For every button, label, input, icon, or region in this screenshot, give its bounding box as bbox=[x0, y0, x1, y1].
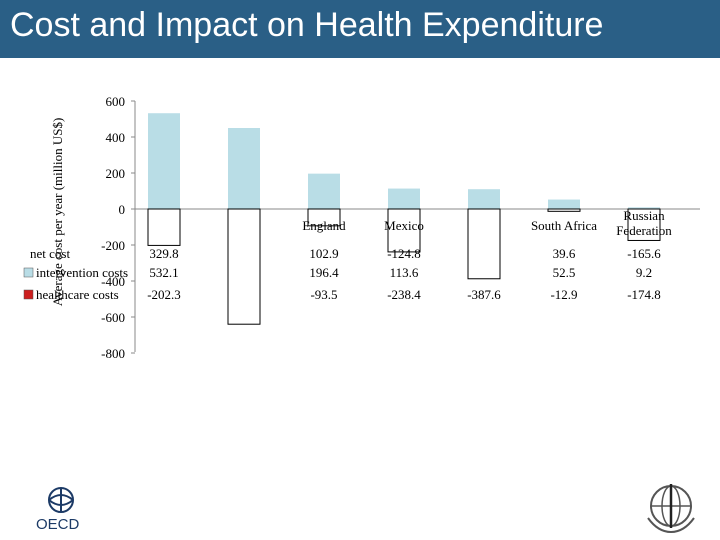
oecd-logo-text: OECD bbox=[36, 516, 80, 533]
legend-label: intervention costs bbox=[36, 265, 128, 280]
data-label: -387.6 bbox=[467, 287, 501, 302]
healthcare-bar bbox=[467, 208, 501, 280]
category-label: Mexico bbox=[384, 218, 424, 233]
data-label: 532.1 bbox=[149, 265, 178, 280]
intervention-bar bbox=[388, 188, 420, 209]
title-bar bbox=[0, 0, 720, 58]
category-label: South Africa bbox=[531, 218, 597, 233]
healthcare-bar bbox=[227, 208, 261, 325]
data-label: -238.4 bbox=[387, 287, 421, 302]
y-tick-label: -800 bbox=[101, 346, 125, 361]
intervention-bar bbox=[148, 113, 180, 209]
data-label: 9.2 bbox=[636, 265, 652, 280]
legend-label: net cost bbox=[30, 246, 70, 261]
data-label: -12.9 bbox=[550, 287, 577, 302]
oecd-logo bbox=[48, 487, 74, 513]
data-label: 52.5 bbox=[553, 265, 576, 280]
legend-swatch bbox=[23, 267, 34, 278]
data-label: -202.3 bbox=[147, 287, 181, 302]
data-label: -93.5 bbox=[310, 287, 337, 302]
page-title: Cost and Impact on Health Expenditure bbox=[10, 6, 604, 44]
healthcare-bar bbox=[147, 208, 181, 246]
healthcare-bar bbox=[387, 208, 421, 253]
healthcare-bar bbox=[627, 208, 661, 241]
intervention-bar bbox=[548, 199, 580, 209]
intervention-bar bbox=[628, 207, 660, 209]
data-label: 196.4 bbox=[309, 265, 339, 280]
healthcare-bar bbox=[547, 208, 581, 212]
data-label: 329.8 bbox=[149, 246, 178, 261]
legend-swatch bbox=[23, 289, 34, 300]
data-label: 113.6 bbox=[390, 265, 419, 280]
y-tick-label: -600 bbox=[101, 310, 125, 325]
data-label: 102.9 bbox=[309, 246, 338, 261]
y-tick-label: -400 bbox=[101, 274, 125, 289]
intervention-bar bbox=[308, 173, 340, 209]
y-tick-label: 200 bbox=[106, 166, 126, 181]
data-label: -165.6 bbox=[627, 246, 661, 261]
y-tick-label: 400 bbox=[106, 130, 126, 145]
y-tick-label: 600 bbox=[106, 94, 126, 109]
data-label: 39.6 bbox=[553, 246, 576, 261]
y-tick-label: 0 bbox=[119, 202, 126, 217]
y-tick-label: -200 bbox=[101, 238, 125, 253]
data-label: -124.8 bbox=[387, 246, 421, 261]
category-label: Russian bbox=[623, 208, 665, 223]
intervention-bar bbox=[228, 128, 260, 209]
data-label: -174.8 bbox=[627, 287, 661, 302]
legend-label: healthcare costs bbox=[36, 287, 119, 302]
y-axis-label: Average cost per year (million US$) bbox=[50, 118, 65, 307]
healthcare-bar bbox=[307, 208, 341, 227]
category-label: Federation bbox=[616, 223, 672, 238]
category-label: England bbox=[302, 218, 346, 233]
who-logo bbox=[647, 484, 695, 534]
intervention-bar bbox=[468, 189, 500, 209]
